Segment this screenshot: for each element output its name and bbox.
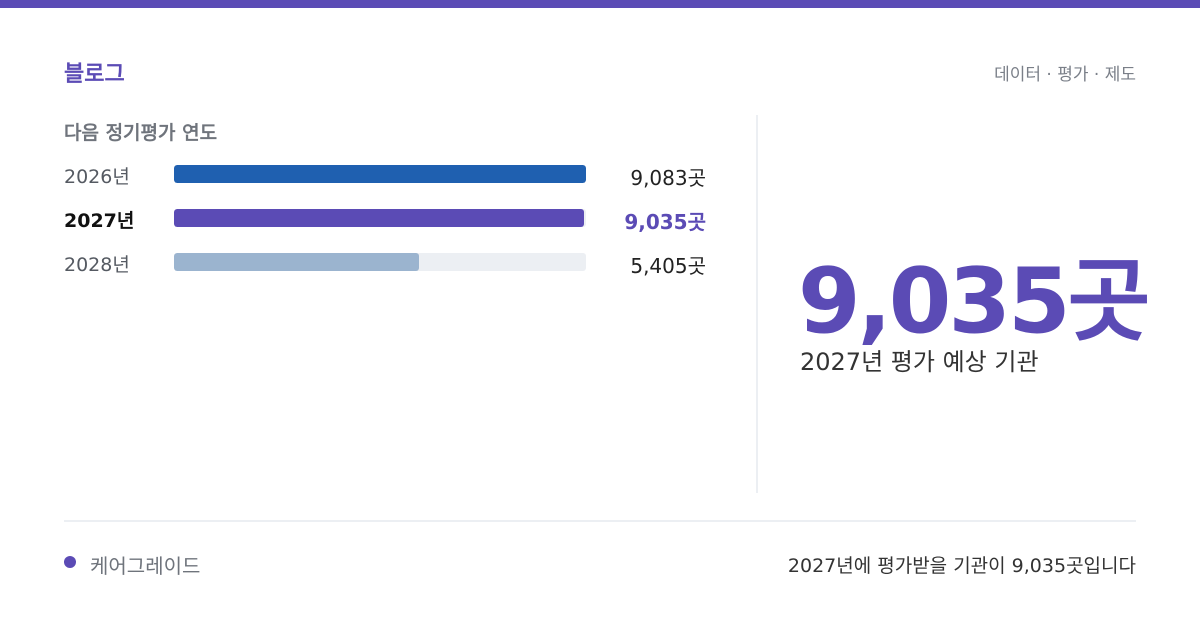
chart-row: 2027년 9,035곳 <box>64 196 714 240</box>
top-accent-bar <box>0 0 1200 8</box>
category-label: 2026년 <box>64 166 130 188</box>
chart-row: 2026년 9,083곳 <box>64 152 714 196</box>
chart-row: 2028년 5,405곳 <box>64 240 714 284</box>
bar-chart: 2026년 9,083곳 2027년 9,035곳 2028년 5,405곳 <box>64 152 714 292</box>
vertical-divider <box>756 115 758 493</box>
data-label: 5,405곳 <box>630 254 706 278</box>
highlight-caption: 2027년 평가 예상 기관 <box>800 348 1039 376</box>
bar <box>174 253 419 271</box>
footer-summary: 2027년에 평가받을 기관이 9,035곳입니다 <box>787 555 1136 577</box>
section-title: 다음 정기평가 연도 <box>64 122 218 144</box>
footer-divider <box>64 520 1136 522</box>
category-label: 2027년 <box>64 210 135 232</box>
footer-dot-icon <box>64 556 76 568</box>
bar <box>174 209 584 227</box>
header-tagline: 데이터 · 평가 · 제도 <box>994 65 1136 85</box>
bar <box>174 165 586 183</box>
category-label: 2028년 <box>64 254 130 276</box>
data-label: 9,035곳 <box>624 210 706 234</box>
footer-brand: 케어그레이드 <box>90 554 201 578</box>
brand-logo-text[interactable]: 블로그 <box>64 62 125 87</box>
bar-track <box>174 209 586 227</box>
highlight-value: 9,035곳 <box>798 249 1150 354</box>
data-label: 9,083곳 <box>630 166 706 190</box>
bar-track <box>174 253 586 271</box>
bar-track <box>174 165 586 183</box>
